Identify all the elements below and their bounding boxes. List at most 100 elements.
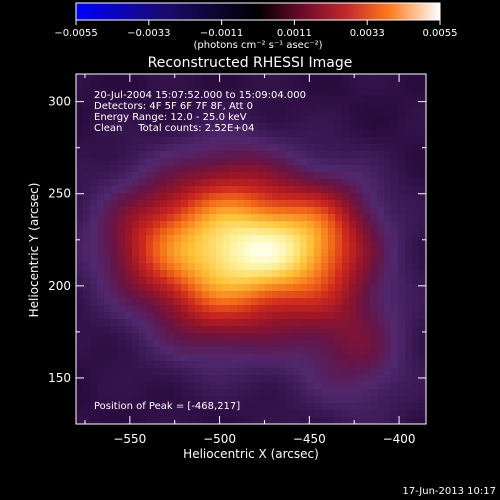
heatmap-cell (160, 242, 168, 250)
heatmap-cell (132, 158, 140, 166)
heatmap-cell (244, 186, 252, 194)
heatmap-cell (139, 291, 147, 299)
heatmap-cell (76, 319, 84, 327)
heatmap-cell (244, 193, 252, 201)
heatmap-cell (419, 382, 427, 390)
heatmap-cell (174, 193, 182, 201)
heatmap-cell (370, 291, 378, 299)
heatmap-cell (188, 137, 196, 145)
heatmap-cell (321, 102, 329, 110)
heatmap-cell (335, 333, 343, 341)
colorbar-unit-label: (photons cm⁻² s⁻¹ asec⁻²) (193, 40, 322, 51)
heatmap-cell (146, 172, 154, 180)
heatmap-cell (83, 284, 91, 292)
heatmap-cell (230, 116, 238, 124)
heatmap-cell (272, 375, 280, 383)
heatmap-cell (202, 88, 210, 96)
heatmap-cell (314, 123, 322, 131)
heatmap-cell (153, 123, 161, 131)
heatmap-cell (237, 109, 245, 117)
heatmap-cell (223, 277, 231, 285)
heatmap-cell (230, 186, 238, 194)
heatmap-cell (307, 214, 315, 222)
heatmap-cell (132, 235, 140, 243)
heatmap-cell (118, 277, 126, 285)
heatmap-cell (195, 249, 203, 257)
heatmap-cell (97, 193, 105, 201)
heatmap-cell (202, 284, 210, 292)
heatmap-cell (398, 172, 406, 180)
heatmap-cell (209, 186, 217, 194)
heatmap-cell (398, 382, 406, 390)
heatmap-cell (223, 165, 231, 173)
heatmap-cell (405, 116, 413, 124)
heatmap-cell (370, 256, 378, 264)
heatmap-cell (237, 298, 245, 306)
heatmap-cell (300, 403, 308, 411)
heatmap-cell (174, 298, 182, 306)
heatmap-cell (146, 319, 154, 327)
heatmap-cell (244, 270, 252, 278)
heatmap-cell (342, 410, 350, 418)
heatmap-cell (139, 284, 147, 292)
heatmap-cell (279, 256, 287, 264)
heatmap-cell (363, 165, 371, 173)
heatmap-cell (335, 109, 343, 117)
heatmap-cell (384, 74, 392, 82)
heatmap-cell (195, 179, 203, 187)
heatmap-cell (104, 102, 112, 110)
heatmap-cell (377, 305, 385, 313)
heatmap-cell (321, 263, 329, 271)
heatmap-cell (377, 151, 385, 159)
heatmap-cell (244, 340, 252, 348)
colorbar-tick-label: −0.0033 (127, 28, 170, 39)
heatmap-cell (97, 214, 105, 222)
heatmap-cell (279, 319, 287, 327)
heatmap-cell (83, 74, 91, 82)
heatmap-cell (391, 291, 399, 299)
heatmap-cell (132, 137, 140, 145)
heatmap-cell (202, 410, 210, 418)
heatmap-cell (356, 144, 364, 152)
heatmap-cell (167, 396, 175, 404)
heatmap-cell (83, 151, 91, 159)
heatmap-cell (104, 410, 112, 418)
heatmap-cell (90, 298, 98, 306)
heatmap-cell (321, 326, 329, 334)
heatmap-cell (405, 312, 413, 320)
heatmap-cell (195, 298, 203, 306)
heatmap-cell (195, 151, 203, 159)
heatmap-cell (146, 221, 154, 229)
heatmap-cell (181, 228, 189, 236)
heatmap-cell (76, 368, 84, 376)
heatmap-cell (370, 354, 378, 362)
heatmap-cell (258, 256, 266, 264)
heatmap-cell (286, 263, 294, 271)
heatmap-cell (181, 130, 189, 138)
heatmap-cell (146, 179, 154, 187)
heatmap-cell (258, 116, 266, 124)
heatmap-cell (363, 319, 371, 327)
heatmap-cell (160, 179, 168, 187)
heatmap-cell (90, 228, 98, 236)
heatmap-cell (307, 361, 315, 369)
heatmap-cell (314, 326, 322, 334)
heatmap-cell (258, 81, 266, 89)
heatmap-cell (202, 102, 210, 110)
heatmap-cell (258, 130, 266, 138)
heatmap-cell (370, 172, 378, 180)
heatmap-cell (328, 249, 336, 257)
heatmap-cell (405, 207, 413, 215)
heatmap-cell (412, 200, 420, 208)
heatmap-cell (300, 193, 308, 201)
heatmap-cell (230, 347, 238, 355)
heatmap-cell (377, 228, 385, 236)
heatmap-cell (83, 200, 91, 208)
heatmap-cell (265, 172, 273, 180)
heatmap-cell (356, 291, 364, 299)
heatmap-cell (251, 151, 259, 159)
heatmap-cell (363, 382, 371, 390)
heatmap-cell (153, 158, 161, 166)
heatmap-cell (83, 291, 91, 299)
heatmap-cell (181, 249, 189, 257)
